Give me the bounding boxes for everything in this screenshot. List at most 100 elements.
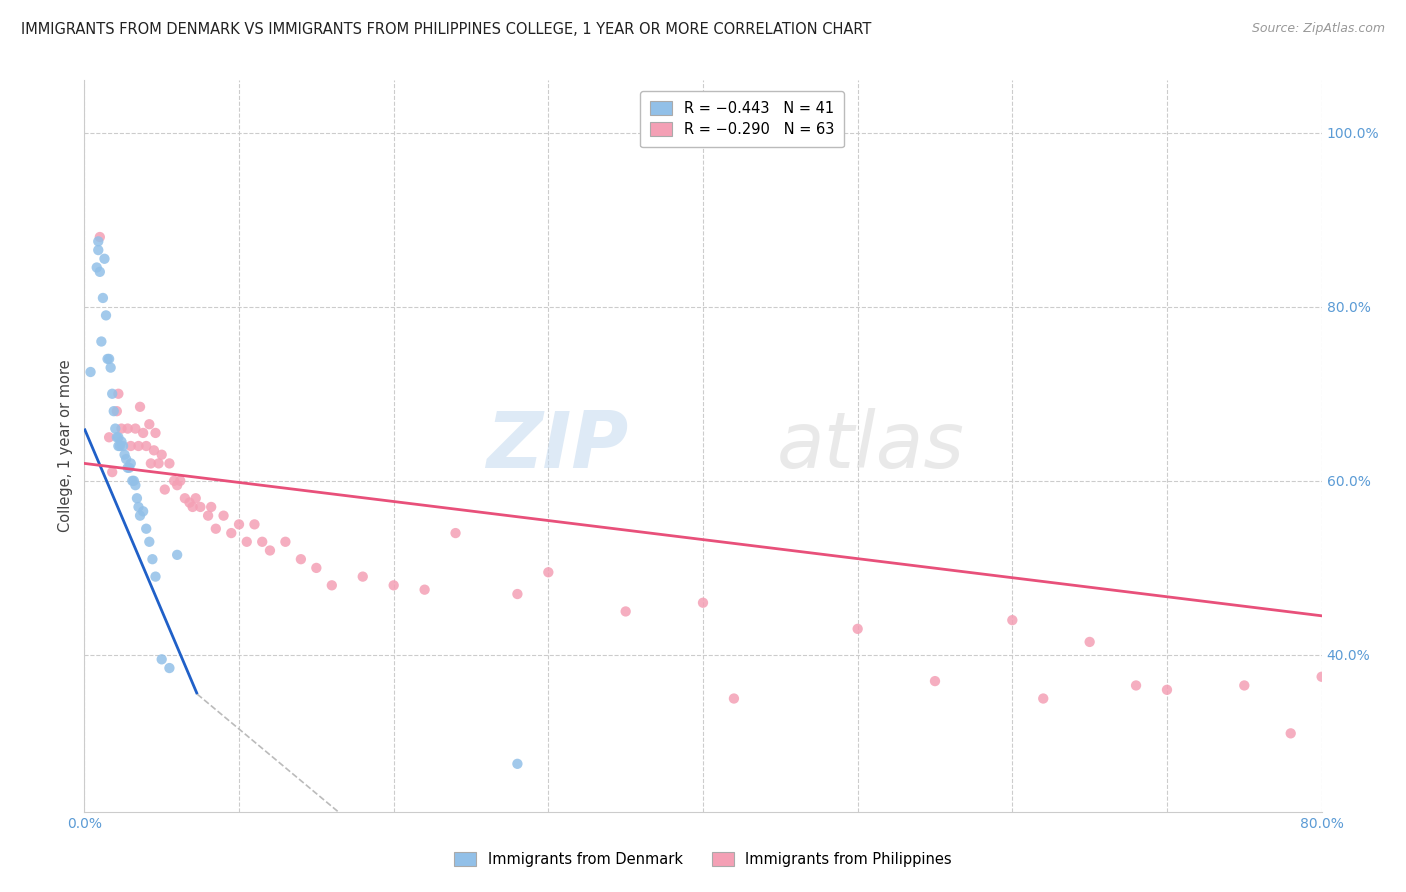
Point [1078, 635, 1101, 649]
Point [614, 604, 637, 618]
Point [104, 421, 127, 435]
Point [290, 552, 312, 566]
Point [252, 534, 274, 549]
Point [259, 543, 281, 558]
Point [200, 500, 222, 514]
Point [124, 478, 146, 492]
Point [150, 448, 173, 462]
Point [122, 474, 145, 488]
Point [274, 534, 297, 549]
Point [110, 434, 132, 449]
Point [101, 465, 124, 479]
Point [352, 569, 374, 583]
Point [138, 534, 160, 549]
Point [87, 235, 110, 249]
Point [115, 452, 138, 467]
Point [1125, 678, 1147, 692]
Point [205, 522, 228, 536]
Point [382, 578, 405, 592]
Point [129, 400, 152, 414]
Point [1310, 670, 1333, 684]
Point [846, 622, 869, 636]
Point [243, 517, 266, 532]
Point [135, 439, 157, 453]
Point [112, 439, 135, 453]
Point [723, 691, 745, 706]
Point [1233, 678, 1256, 692]
Point [132, 504, 155, 518]
Point [120, 457, 142, 471]
Point [159, 457, 181, 471]
Point [143, 443, 166, 458]
Point [166, 548, 188, 562]
Point [90, 334, 112, 349]
Point [174, 491, 197, 506]
Point [924, 674, 946, 689]
Point [163, 474, 186, 488]
Point [105, 430, 128, 444]
Point [100, 360, 122, 375]
Legend: Immigrants from Denmark, Immigrants from Philippines: Immigrants from Denmark, Immigrants from… [447, 845, 959, 874]
Point [125, 491, 148, 506]
Point [107, 430, 129, 444]
Point [537, 566, 560, 580]
Y-axis label: College, 1 year or more: College, 1 year or more [58, 359, 73, 533]
Point [121, 474, 143, 488]
Point [128, 439, 150, 453]
Point [236, 534, 259, 549]
Point [107, 386, 129, 401]
Point [89, 265, 111, 279]
Point [153, 483, 176, 497]
Point [97, 351, 120, 366]
Point [86, 260, 108, 275]
Point [98, 351, 121, 366]
Point [148, 457, 170, 471]
Text: atlas: atlas [778, 408, 965, 484]
Point [228, 517, 250, 532]
Point [110, 421, 132, 435]
Point [179, 495, 201, 509]
Point [221, 526, 243, 541]
Point [138, 417, 160, 432]
Point [118, 460, 141, 475]
Point [1341, 687, 1364, 701]
Point [79, 365, 101, 379]
Point [413, 582, 436, 597]
Text: IMMIGRANTS FROM DENMARK VS IMMIGRANTS FROM PHILIPPINES COLLEGE, 1 YEAR OR MORE C: IMMIGRANTS FROM DENMARK VS IMMIGRANTS FR… [21, 22, 872, 37]
Point [1032, 691, 1054, 706]
Point [181, 500, 204, 514]
Point [98, 430, 121, 444]
Point [128, 500, 150, 514]
Point [105, 404, 128, 418]
Point [141, 552, 163, 566]
Point [305, 561, 328, 575]
Point [132, 425, 155, 440]
Point [117, 460, 139, 475]
Text: Source: ZipAtlas.com: Source: ZipAtlas.com [1251, 22, 1385, 36]
Point [166, 478, 188, 492]
Point [114, 448, 136, 462]
Point [184, 491, 207, 506]
Point [321, 578, 343, 592]
Point [692, 596, 714, 610]
Point [89, 230, 111, 244]
Text: ZIP: ZIP [486, 408, 628, 484]
Point [212, 508, 235, 523]
Point [103, 404, 125, 418]
Point [139, 457, 162, 471]
Point [506, 587, 529, 601]
Point [150, 652, 173, 666]
Point [120, 439, 142, 453]
Point [188, 500, 212, 514]
Point [101, 386, 124, 401]
Point [94, 309, 117, 323]
Point [169, 474, 191, 488]
Point [1279, 726, 1302, 740]
Point [159, 661, 181, 675]
Point [108, 439, 131, 453]
Point [444, 526, 467, 541]
Point [107, 439, 129, 453]
Point [145, 569, 167, 583]
Point [129, 508, 152, 523]
Point [145, 425, 167, 440]
